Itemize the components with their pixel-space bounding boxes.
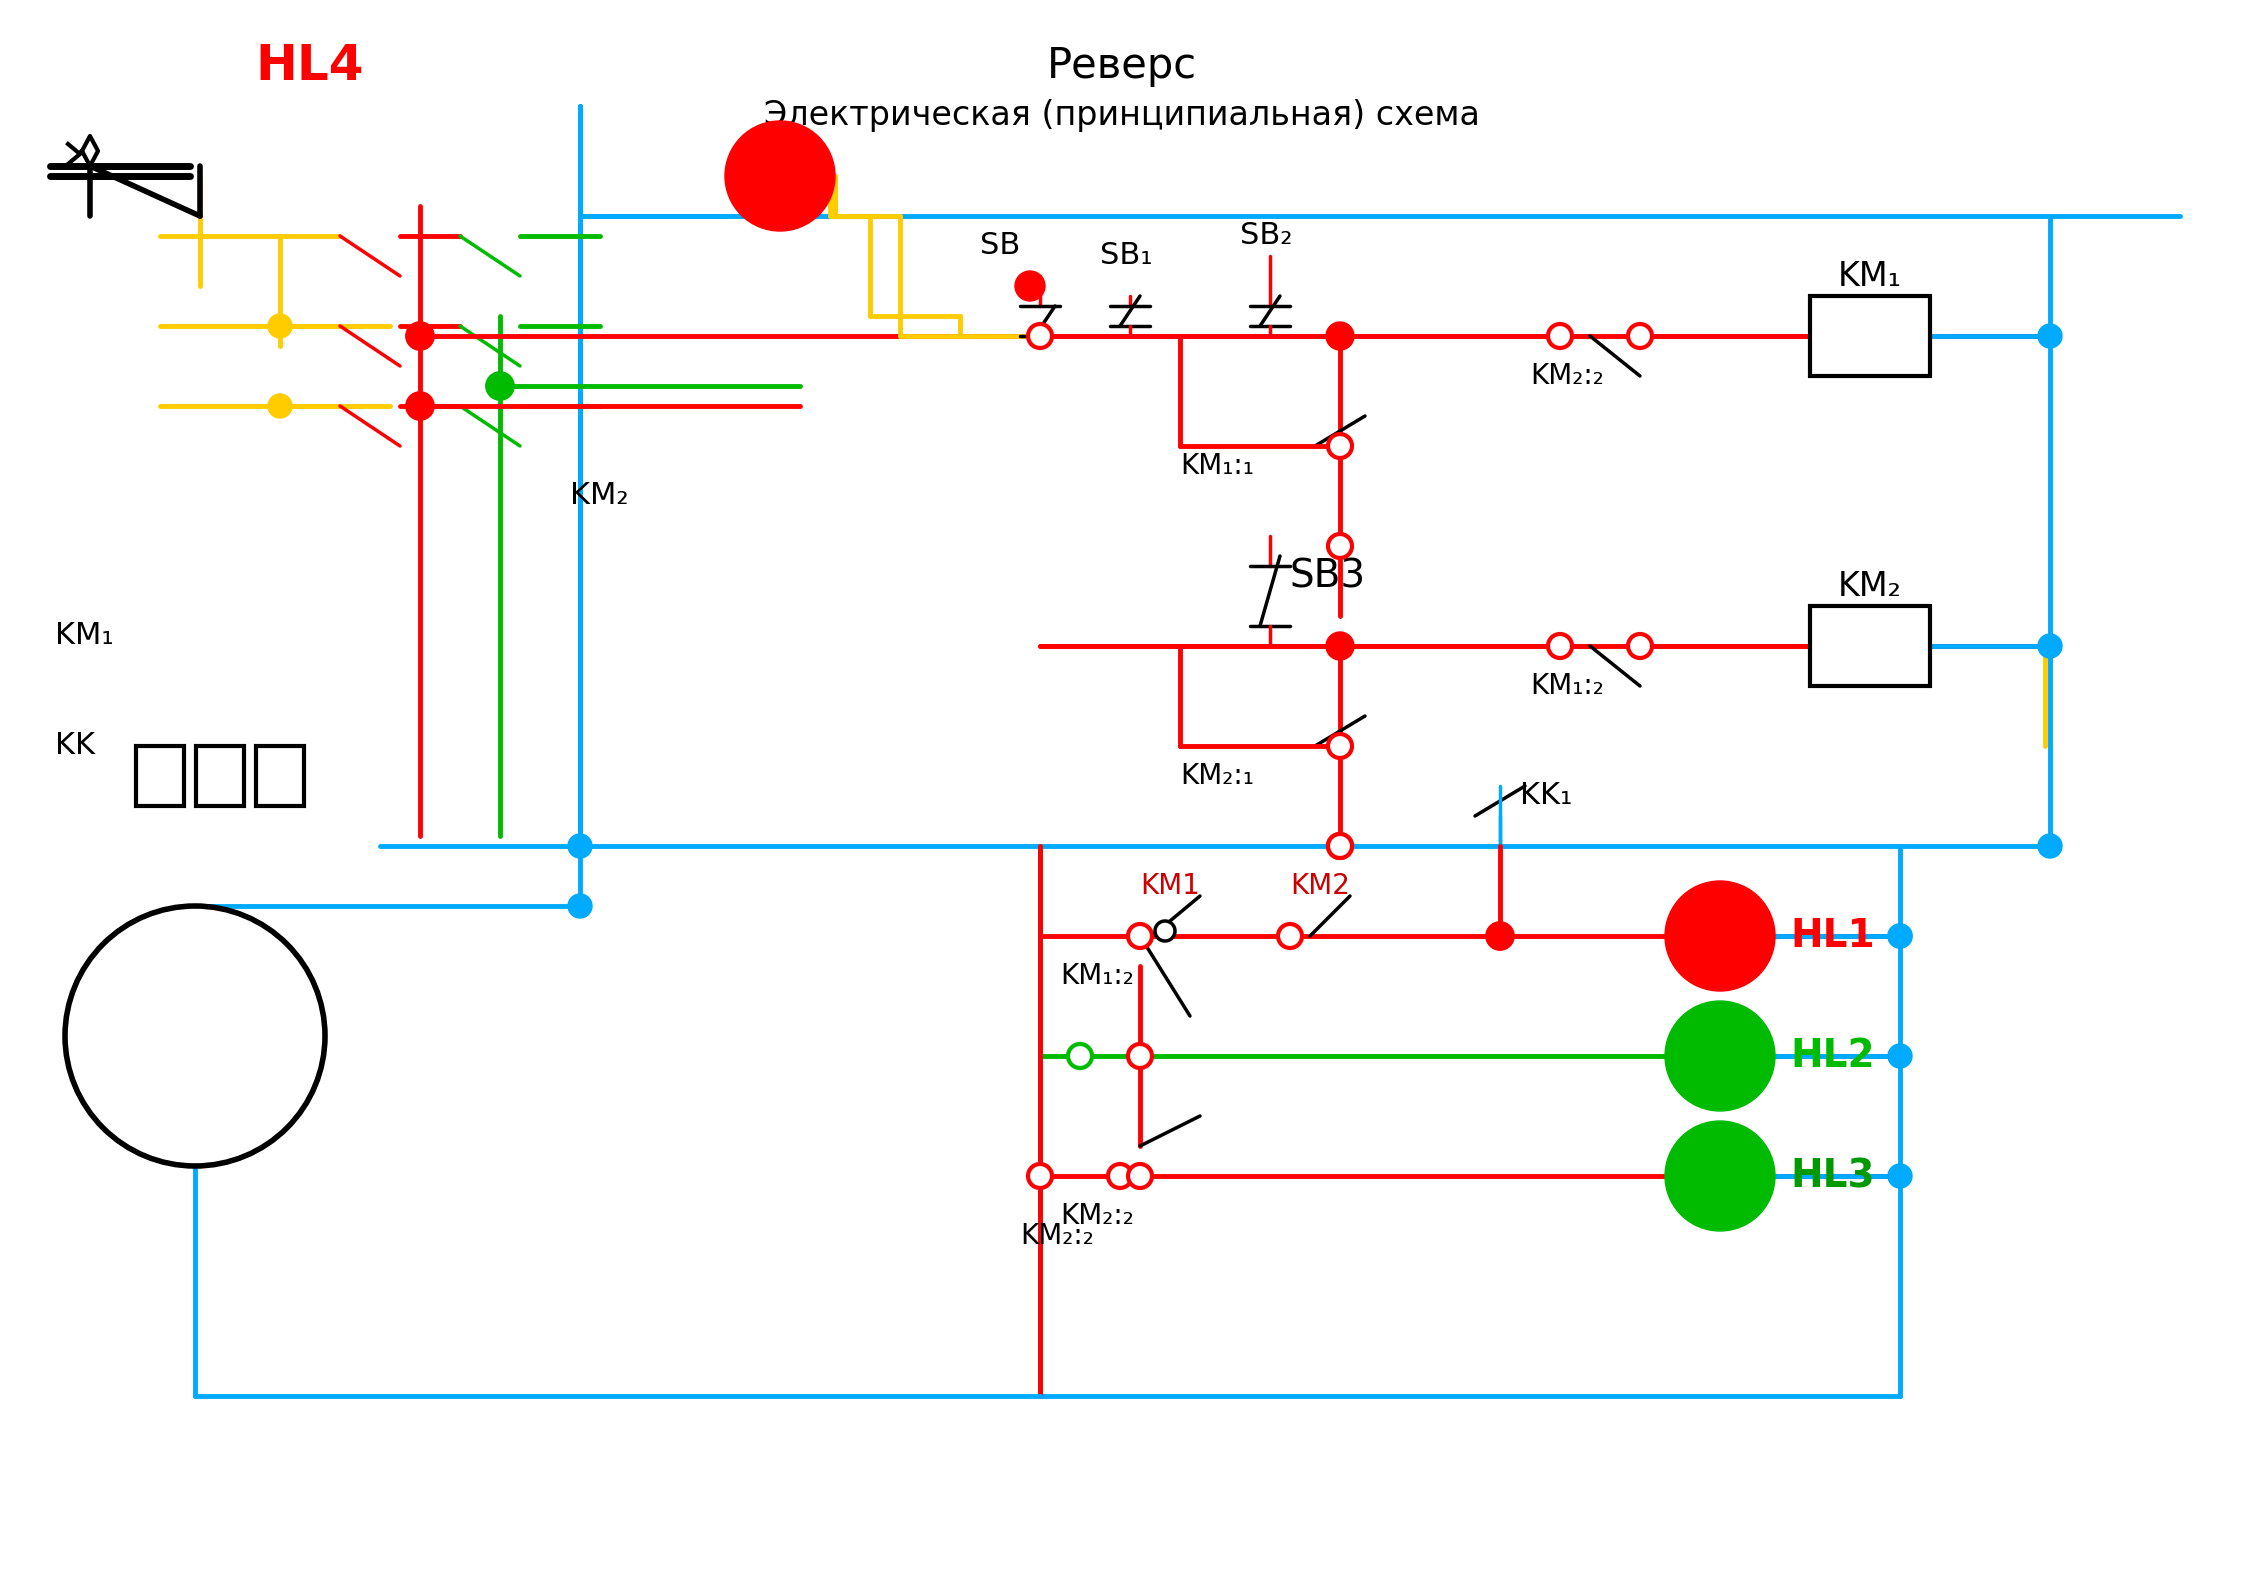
Circle shape [725, 121, 835, 231]
Circle shape [1548, 634, 1573, 658]
Text: KM₁: KM₁ [1838, 260, 1903, 292]
Circle shape [1665, 881, 1775, 991]
Text: SB3: SB3 [1290, 557, 1367, 595]
Circle shape [2038, 835, 2062, 859]
Text: HL3: HL3 [1791, 1157, 1874, 1195]
Circle shape [487, 372, 514, 401]
Text: SB₁: SB₁ [1100, 241, 1153, 270]
Text: KK₁: KK₁ [1519, 782, 1573, 811]
Text: KM₁: KM₁ [56, 621, 114, 651]
Circle shape [1627, 324, 1652, 348]
Circle shape [65, 907, 325, 1167]
Text: KM1: KM1 [1140, 871, 1201, 900]
Text: Реверс: Реверс [1048, 45, 1196, 88]
Bar [256, 745, 303, 806]
Text: HL1: HL1 [1791, 918, 1874, 954]
Circle shape [65, 907, 325, 1167]
Text: M: M [171, 1012, 220, 1060]
Text: KM₂: KM₂ [570, 482, 628, 511]
Circle shape [1328, 434, 1351, 458]
Text: KM₂: KM₂ [1838, 570, 1903, 603]
Bar [195, 745, 245, 806]
Bar [1811, 295, 1930, 377]
Circle shape [1328, 835, 1351, 859]
Circle shape [1887, 924, 1912, 948]
Text: SB: SB [981, 231, 1021, 260]
Circle shape [267, 314, 292, 338]
Text: KM₂:₂: KM₂:₂ [1530, 362, 1604, 389]
Bar [1811, 606, 1930, 686]
Circle shape [406, 393, 433, 420]
Circle shape [1129, 1163, 1151, 1187]
Text: HL4: HL4 [256, 41, 364, 89]
Circle shape [1028, 324, 1052, 348]
Text: KM₂:₂: KM₂:₂ [1021, 1223, 1093, 1250]
Circle shape [1326, 322, 1353, 350]
Text: KK: KK [56, 731, 94, 761]
Circle shape [1887, 1044, 1912, 1068]
Circle shape [2038, 324, 2062, 348]
Circle shape [1665, 1120, 1775, 1231]
Circle shape [2038, 634, 2062, 658]
Circle shape [1887, 924, 1912, 948]
Circle shape [1129, 924, 1151, 948]
Polygon shape [83, 136, 99, 166]
Bar [137, 745, 184, 806]
Text: SB₂: SB₂ [1241, 222, 1293, 251]
Circle shape [1627, 634, 1652, 658]
Circle shape [267, 394, 292, 418]
Circle shape [1028, 1163, 1052, 1187]
Circle shape [1328, 535, 1351, 559]
Text: KM₁:₂: KM₁:₂ [1530, 672, 1604, 701]
Text: KM₁:₂: KM₁:₂ [1059, 962, 1133, 990]
Circle shape [568, 835, 592, 859]
Circle shape [1548, 324, 1573, 348]
Circle shape [1109, 1163, 1131, 1187]
Text: HL2: HL2 [1791, 1037, 1874, 1076]
Circle shape [1068, 1044, 1093, 1068]
Circle shape [406, 322, 433, 350]
Circle shape [568, 894, 592, 918]
Circle shape [1486, 922, 1515, 950]
Circle shape [1665, 1001, 1775, 1111]
Text: KM₁:₁: KM₁:₁ [1180, 452, 1254, 480]
Circle shape [1328, 734, 1351, 758]
Text: Электрическая (принципиальная) схема: Электрическая (принципиальная) схема [763, 99, 1481, 132]
Circle shape [406, 393, 433, 420]
Circle shape [1129, 1044, 1151, 1068]
Circle shape [487, 372, 514, 401]
Text: KM₂:₁: KM₂:₁ [1180, 761, 1254, 790]
Circle shape [1279, 924, 1302, 948]
Circle shape [1887, 1163, 1912, 1187]
Circle shape [406, 322, 433, 350]
Circle shape [1328, 835, 1351, 859]
Circle shape [1326, 632, 1353, 661]
Circle shape [1014, 271, 1046, 302]
Text: KM₂:₂: KM₂:₂ [1059, 1202, 1133, 1231]
Text: KM2: KM2 [1290, 871, 1351, 900]
Circle shape [1486, 922, 1515, 950]
Circle shape [1156, 921, 1176, 942]
